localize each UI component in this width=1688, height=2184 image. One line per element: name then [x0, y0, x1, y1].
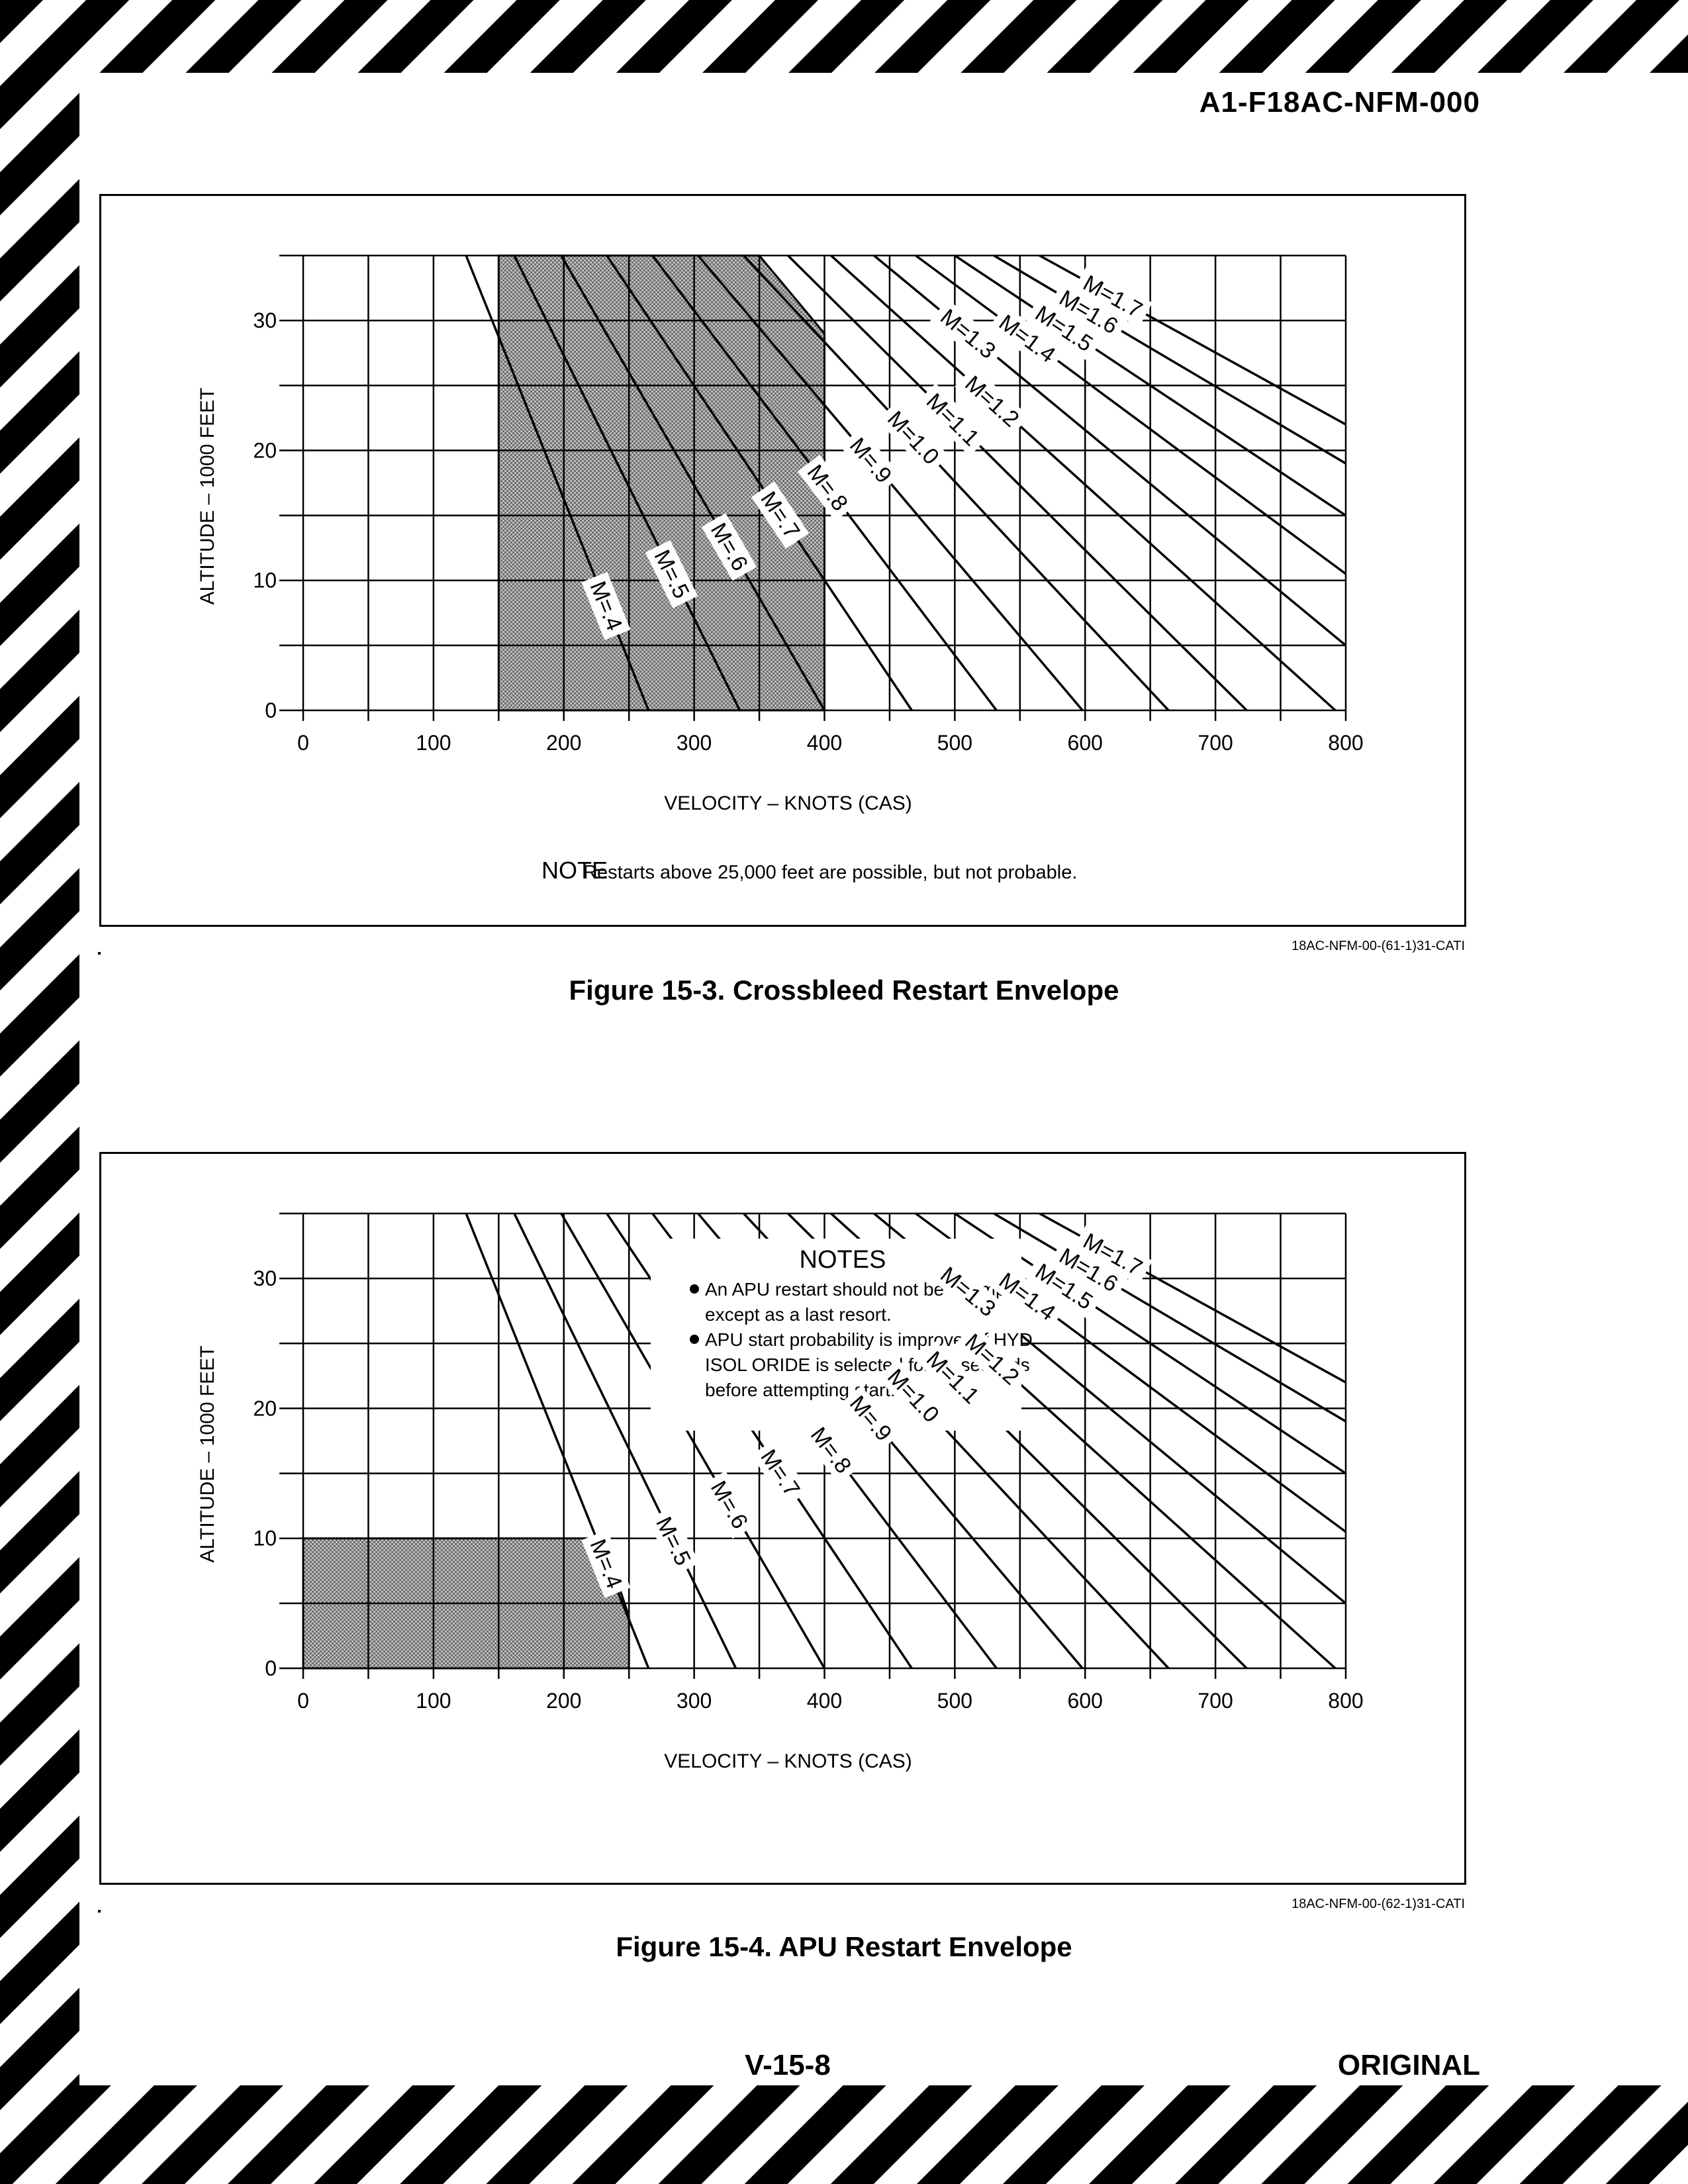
note-bullet: [690, 1284, 699, 1294]
mach-line-4: [606, 255, 913, 711]
mach-label-background: [929, 299, 1006, 369]
mach-label-group: M=.5: [647, 1507, 700, 1576]
document-id: A1-F18AC-NFM-000: [1199, 86, 1480, 119]
mach-label-background: [701, 512, 757, 581]
y-tick-label: 30: [253, 1266, 277, 1290]
x-tick-label: 700: [1197, 1689, 1233, 1713]
mach-label-background: [751, 1439, 810, 1507]
mach-line-12: [954, 254, 1346, 517]
mach-label-background: [701, 1470, 757, 1539]
mach-label-group: M=.9: [839, 428, 902, 494]
mach-line-11: [915, 254, 1347, 575]
mach-label-group: M=.6: [701, 1470, 757, 1539]
x-tick-label: 800: [1328, 1689, 1363, 1713]
mach-line-2: [513, 255, 741, 711]
mach-label-background: [751, 481, 810, 549]
mach-label-background: [1049, 281, 1129, 344]
y-axis-label: ALTITUDE – 1000 FEET: [197, 388, 218, 605]
x-axis-label: VELOCITY – KNOTS (CAS): [664, 1750, 912, 1772]
mach-label-background: [1072, 1224, 1152, 1286]
apu-restart-chart: NOTES An APU restart should not be attem…: [197, 1212, 1364, 1772]
y-tick-label: 0: [265, 1656, 277, 1680]
y-axis-label: ALTITUDE – 1000 FEET: [197, 1346, 218, 1563]
mach-line-3: [560, 255, 826, 711]
mach-line-8: [787, 254, 1248, 712]
mach-label-background: [915, 383, 990, 457]
figure-15-4-code: 18AC-NFM-00-(62-1)31-CATI: [1291, 1897, 1465, 1911]
mach-label-background: [929, 1257, 1006, 1327]
x-tick-label: 200: [546, 731, 581, 755]
crossbleed-restart-chart: M=.4M=.5 M=.6M=.7M=.8M=.9M=1.0M=1.1M=1.2M…: [197, 254, 1364, 884]
x-tick-label: 200: [546, 1689, 581, 1713]
x-tick-label: 800: [1328, 731, 1363, 755]
mach-label-background: [800, 1417, 861, 1484]
x-tick-label: 300: [677, 1689, 712, 1713]
mach-label-background: [877, 1358, 949, 1433]
x-tick-label: 600: [1068, 731, 1103, 755]
x-axis-label: VELOCITY – KNOTS (CAS): [664, 792, 912, 814]
mach-line-13: [993, 1212, 1346, 1423]
y-tick-label: 10: [253, 569, 277, 593]
x-tick-label: 400: [807, 1689, 842, 1713]
figure-15-3-code: 18AC-NFM-00-(61-1)31-CATI: [1291, 939, 1465, 953]
mach-line-7: [743, 254, 1170, 712]
mach-label-background: [915, 1341, 990, 1415]
figure-15-4-caption: Figure 15-4. APU Restart Envelope: [616, 1931, 1072, 1962]
mach-label-group: M=1.3: [929, 299, 1006, 369]
mach-line-13: [993, 254, 1346, 465]
page-status: ORIGINAL: [1337, 2049, 1480, 2081]
mach-label-background: [647, 1507, 700, 1576]
x-tick-label: 500: [937, 1689, 972, 1713]
x-tick-label: 100: [416, 1689, 451, 1713]
registration-dot: [98, 1910, 101, 1913]
x-tick-label: 0: [297, 1689, 309, 1713]
x-tick-label: 500: [937, 731, 972, 755]
mach-label-background: [955, 365, 1029, 438]
x-tick-label: 100: [416, 731, 451, 755]
mach-label-background: [1049, 1239, 1129, 1302]
registration-dot: [98, 952, 101, 955]
y-tick-label: 10: [253, 1527, 277, 1550]
mach-label-background: [581, 571, 631, 640]
note-heading: NOTE: [541, 857, 608, 884]
note-bullet: [690, 1335, 699, 1344]
mach-line-9: [830, 254, 1336, 712]
mach-label-background: [1025, 296, 1103, 361]
x-tick-label: 400: [807, 731, 842, 755]
mach-label-background: [877, 401, 949, 475]
mach-label-background: [1072, 266, 1152, 328]
x-tick-label: 0: [297, 731, 309, 755]
mach-label-background: [839, 428, 902, 494]
y-tick-label: 20: [253, 438, 277, 462]
figure-15-4-frame: NOTES An APU restart should not be attem…: [99, 1152, 1466, 1885]
mach-label-background: [988, 305, 1066, 373]
mach-line-3: [560, 1213, 826, 1669]
note-text: Restarts above 25,000 feet are possible,…: [583, 862, 1077, 883]
mach-label-background: [581, 1529, 631, 1598]
figure-15-3-frame: M=.4 M=.5 M=.6 M=.7 M=.8 M=.9 M=1.0 M=1.1 M=1.2 M…: [99, 194, 1466, 927]
y-tick-label: 0: [265, 698, 277, 722]
y-tick-label: 20: [253, 1396, 277, 1420]
y-tick-label: 30: [253, 309, 277, 332]
mach-label: M=.5: [651, 1513, 696, 1569]
figure-15-3-caption: Figure 15-3. Crossbleed Restart Envelope: [569, 974, 1119, 1006]
mach-label-background: [955, 1323, 1029, 1396]
mach-label: M=1.3: [935, 304, 1000, 363]
mach-label-background: [1025, 1254, 1103, 1319]
x-tick-label: 700: [1197, 731, 1233, 755]
x-tick-label: 600: [1068, 1689, 1103, 1713]
x-tick-label: 300: [677, 731, 712, 755]
mach-label-background: [797, 454, 858, 522]
mach-line-2: [513, 1213, 737, 1669]
mach-label-background: [839, 1386, 902, 1452]
mach-label-background: [988, 1263, 1066, 1331]
notes-heading: NOTES: [800, 1246, 886, 1274]
page-number: V-15-8: [745, 2049, 831, 2081]
mach-label-background: [645, 540, 698, 608]
